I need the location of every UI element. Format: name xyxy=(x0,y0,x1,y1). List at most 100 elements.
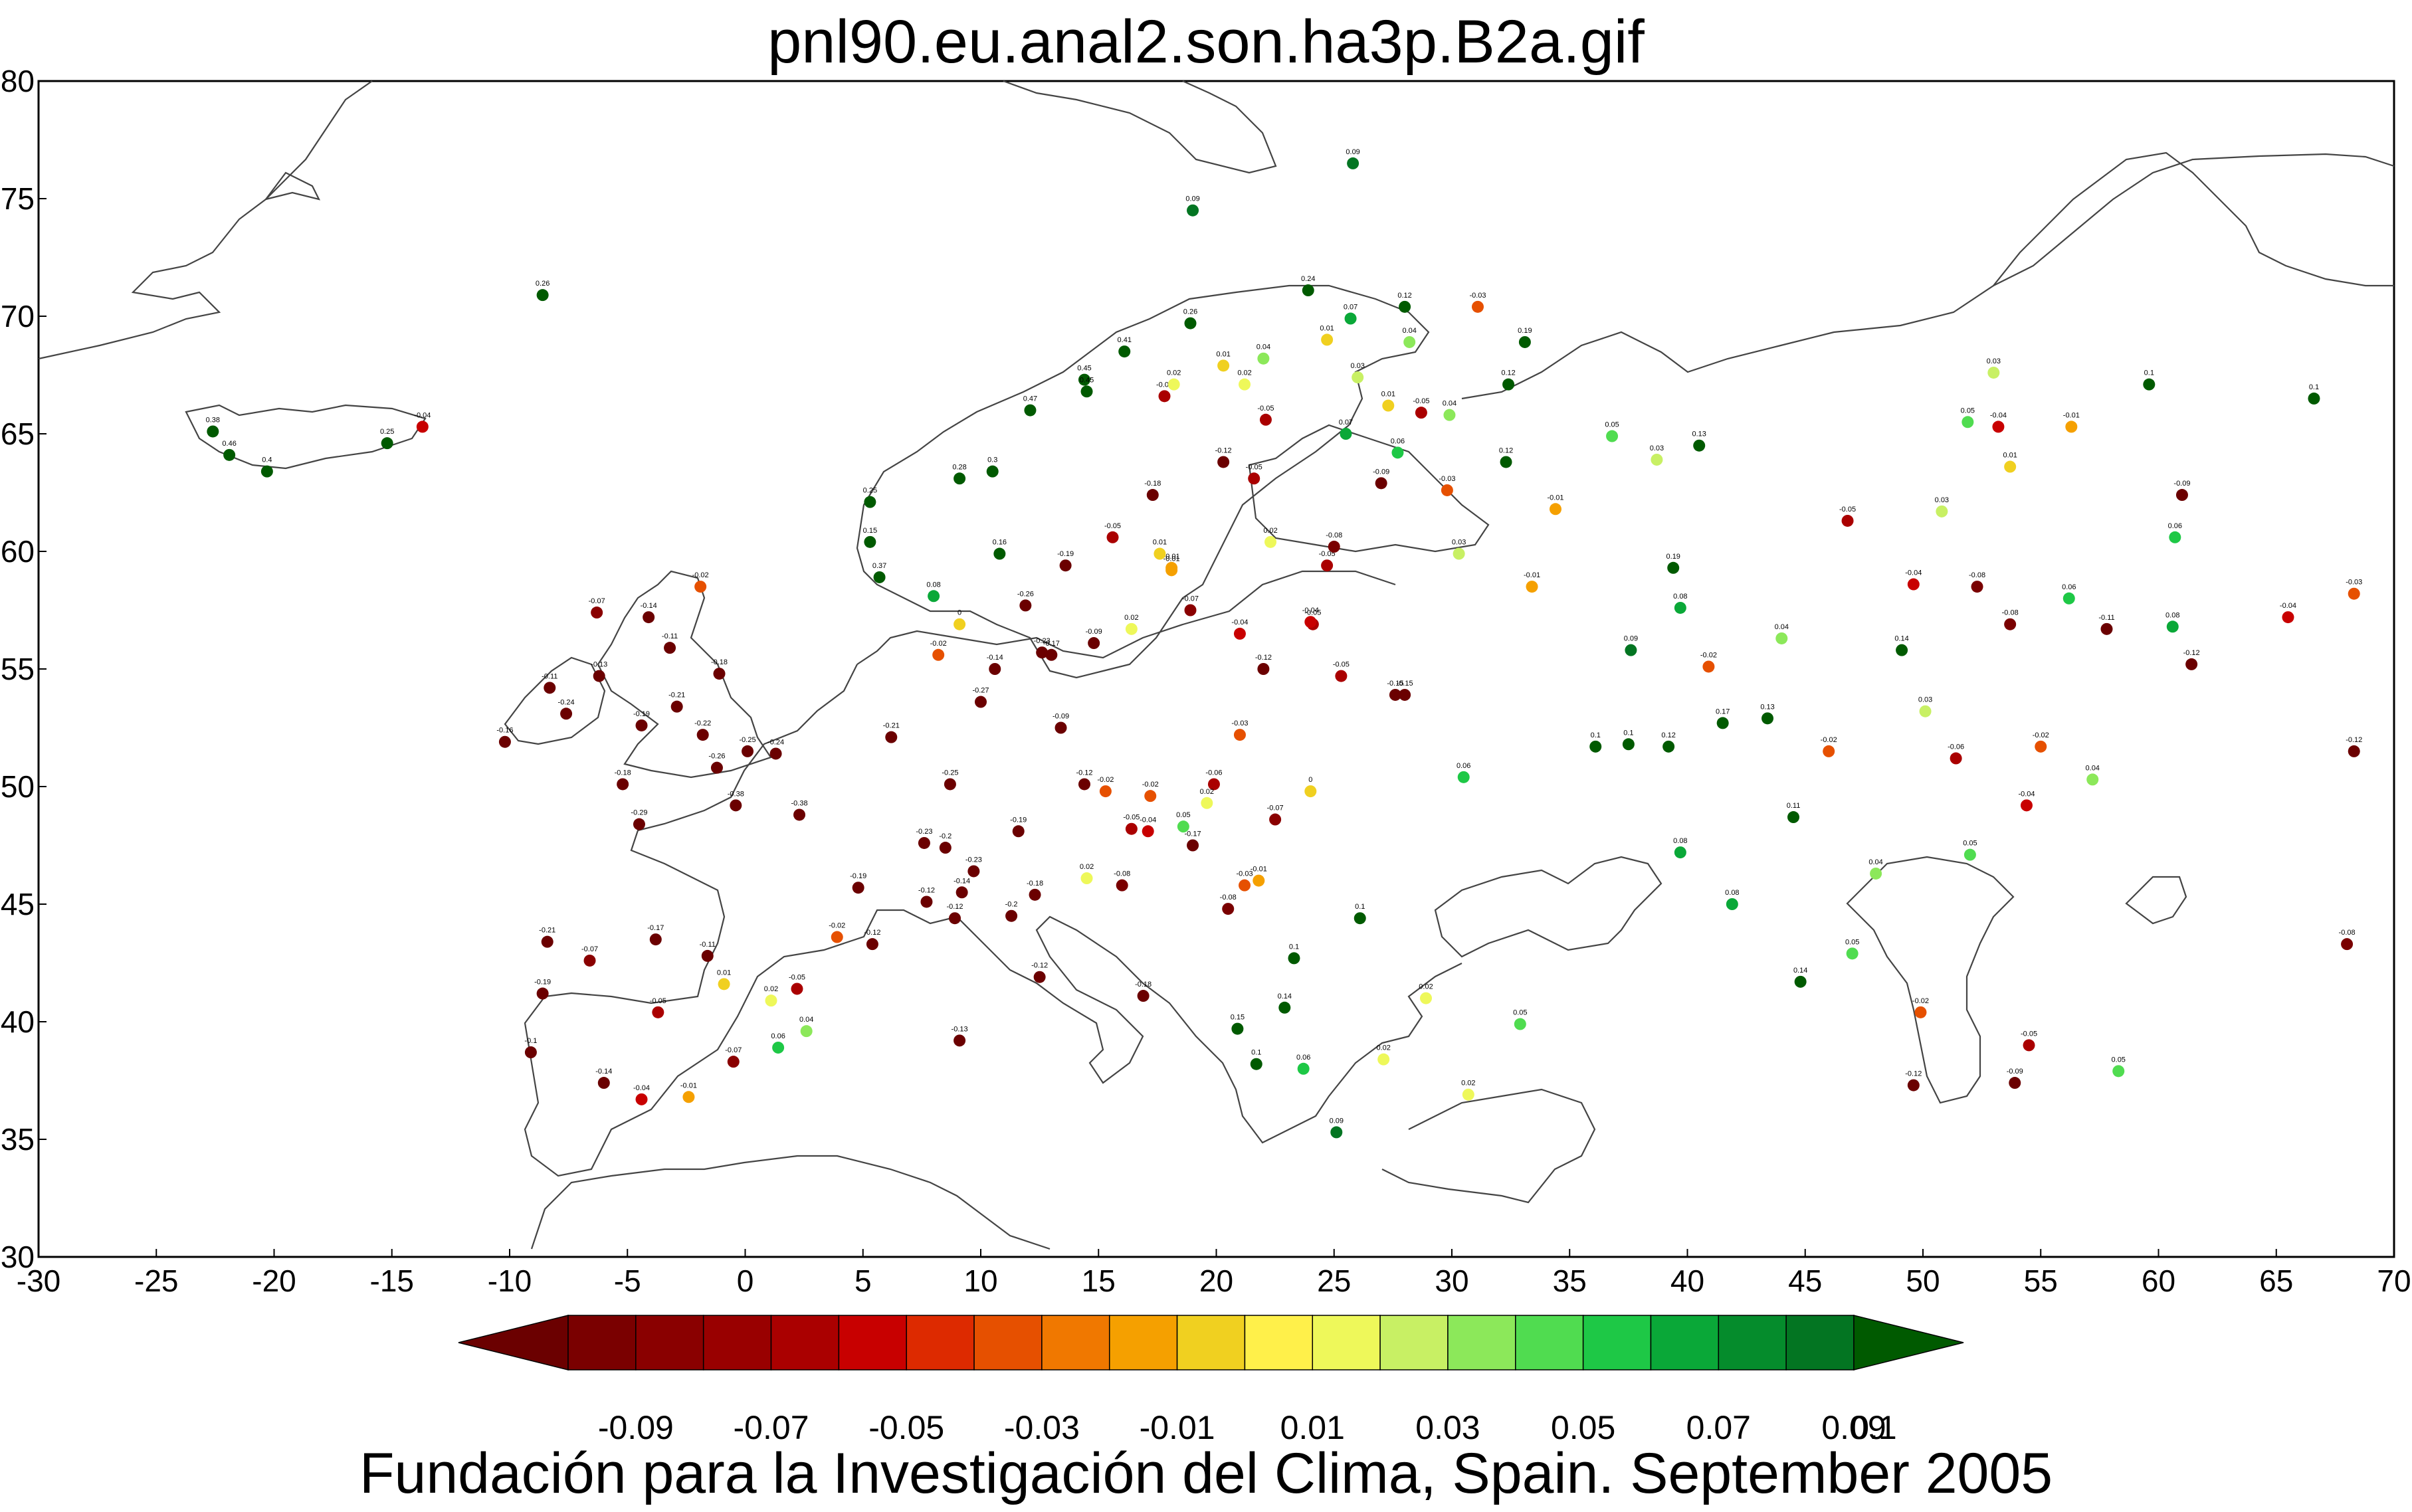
station-value-label: -0.05 xyxy=(1104,522,1121,530)
station-value-label: -0.04 xyxy=(2018,790,2035,798)
station-marker xyxy=(1233,729,1246,741)
colorbar-swatch xyxy=(1582,1315,1652,1370)
station-value-label: 0 xyxy=(1308,776,1312,784)
x-tick-label: 60 xyxy=(2142,1264,2175,1298)
y-tick-label: 65 xyxy=(1,417,35,451)
x-tick-label: 20 xyxy=(1199,1264,1233,1298)
station-marker xyxy=(1099,785,1112,798)
station-marker xyxy=(800,1025,813,1038)
station-value-label: -0.17 xyxy=(1043,640,1060,648)
station-value-label: 0.05 xyxy=(1605,421,1619,429)
station-marker xyxy=(1184,317,1197,330)
x-tick-label: 25 xyxy=(1317,1264,1351,1298)
station-marker xyxy=(1936,505,1948,518)
station-value-label: -0.23 xyxy=(1034,637,1051,645)
station-marker xyxy=(1846,947,1859,960)
colorbar-swatch xyxy=(1176,1315,1246,1370)
station-value-label: -0.12 xyxy=(2183,649,2200,657)
colorbar-label: 0.01 xyxy=(1280,1409,1345,1446)
y-tick-label: 50 xyxy=(1,769,35,804)
station-value-label: 0.04 xyxy=(1775,623,1789,631)
station-marker xyxy=(544,682,556,694)
station-value-label: -0.23 xyxy=(965,856,982,864)
station-value-label: -0.08 xyxy=(2339,929,2356,937)
station-value-label: 0.03 xyxy=(1987,357,2001,365)
map-frame xyxy=(37,80,2395,1258)
station-marker xyxy=(1823,745,1835,757)
station-value-label: 0.47 xyxy=(1023,395,1037,403)
station-marker xyxy=(1328,540,1340,553)
station-value-label: 0.01 xyxy=(1320,324,1334,332)
colorbar-swatch xyxy=(838,1315,907,1370)
colorbar-label: -0.09 xyxy=(598,1409,674,1446)
station-marker xyxy=(1321,559,1334,572)
station-marker xyxy=(1914,1006,1927,1018)
station-marker xyxy=(207,425,219,438)
station-value-label: -0.12 xyxy=(946,903,963,911)
station-value-label: -0.04 xyxy=(2280,602,2296,610)
station-marker xyxy=(1403,335,1416,348)
station-marker xyxy=(1399,688,1411,701)
station-value-label: -0.03 xyxy=(2346,579,2362,587)
station-value-label: -0.19 xyxy=(1057,550,1074,558)
station-value-label: -0.24 xyxy=(767,738,784,746)
station-marker xyxy=(1078,373,1090,386)
station-marker xyxy=(1239,378,1251,391)
station-value-label: 0.06 xyxy=(1391,437,1405,445)
colorbar-label: 0.09 xyxy=(1821,1409,1886,1446)
station-value-label: 0.12 xyxy=(1397,292,1411,300)
colorbar-swatch xyxy=(1312,1315,1381,1370)
station-value-label: -0.02 xyxy=(1142,781,1159,789)
station-value-label: -0.05 xyxy=(1257,405,1274,413)
station-marker xyxy=(2035,740,2047,753)
station-value-label: -0.05 xyxy=(1413,397,1429,405)
station-value-label: 0.02 xyxy=(1080,863,1094,871)
station-value-label: 0.04 xyxy=(1256,343,1270,351)
station-marker xyxy=(1716,717,1729,729)
station-value-label: -0.17 xyxy=(1185,830,1201,838)
station-marker xyxy=(1344,312,1357,325)
station-marker xyxy=(2166,620,2179,633)
colorbar-swatch xyxy=(906,1315,975,1370)
station-marker xyxy=(772,1041,785,1054)
y-tick-label: 80 xyxy=(1,64,35,98)
station-marker xyxy=(791,983,803,995)
station-value-label: 0.46 xyxy=(222,440,236,448)
station-marker xyxy=(536,289,549,302)
station-value-label: 0.07 xyxy=(1339,419,1353,426)
station-value-label: -0.02 xyxy=(829,922,845,930)
station-value-label: -0.03 xyxy=(1439,475,1455,483)
station-value-label: 0.12 xyxy=(1499,446,1513,454)
station-marker xyxy=(1391,446,1404,459)
station-value-label: 0.17 xyxy=(1716,708,1730,715)
station-marker xyxy=(1239,879,1251,892)
station-value-label: -0.1 xyxy=(524,1037,537,1045)
station-marker xyxy=(1693,439,1706,452)
x-tick-label: 40 xyxy=(1670,1264,1704,1298)
station-marker xyxy=(975,696,987,708)
station-marker xyxy=(1321,333,1334,346)
station-value-label: -0.21 xyxy=(668,692,685,700)
station-value-label: -0.29 xyxy=(631,809,647,817)
station-marker xyxy=(2169,531,2181,543)
station-value-label: -0.05 xyxy=(789,973,805,981)
station-value-label: -0.04 xyxy=(1905,569,1922,577)
station-marker xyxy=(1033,971,1046,983)
station-marker xyxy=(727,1056,740,1068)
station-value-label: -0.04 xyxy=(414,411,431,419)
station-marker xyxy=(1330,1126,1343,1139)
station-value-label: 0.06 xyxy=(771,1032,785,1040)
station-marker xyxy=(664,642,676,654)
station-marker xyxy=(597,1077,610,1089)
station-value-label: -0.03 xyxy=(1469,292,1486,300)
station-marker xyxy=(1453,547,1465,560)
station-value-label: -0.08 xyxy=(1220,894,1237,901)
station-marker xyxy=(1116,879,1128,892)
station-marker xyxy=(1080,385,1093,398)
colorbar-label: 0.07 xyxy=(1686,1409,1751,1446)
station-marker xyxy=(986,465,999,478)
station-value-label: -0.13 xyxy=(952,1025,968,1033)
station-value-label: 0.05 xyxy=(1845,938,1859,946)
station-marker xyxy=(591,607,603,619)
station-marker xyxy=(1036,646,1049,659)
